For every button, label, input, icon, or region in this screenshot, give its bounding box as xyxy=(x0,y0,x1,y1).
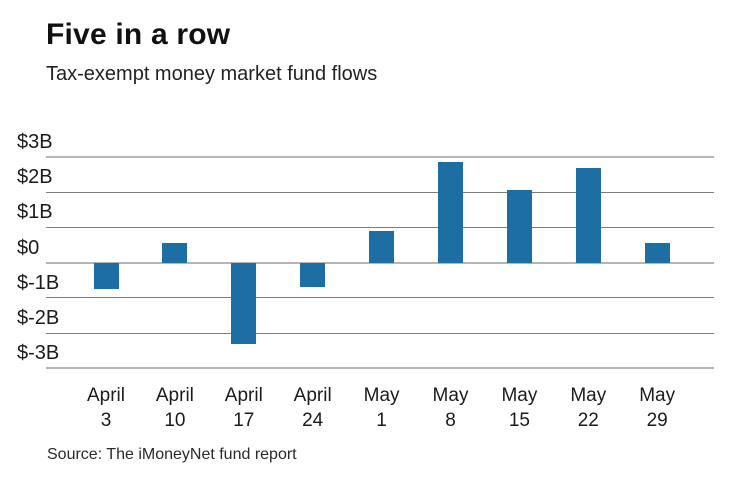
bar-april-10 xyxy=(162,243,188,263)
x-axis-category-label: May 1 xyxy=(363,385,400,431)
chart-title: Five in a row xyxy=(46,18,231,51)
x-axis-category-label: April 24 xyxy=(293,385,332,431)
gridline-minor xyxy=(46,297,714,299)
gridline-minor xyxy=(46,226,714,228)
gridline-minor xyxy=(46,332,714,334)
bar-may-22 xyxy=(575,167,601,263)
gridline-major xyxy=(46,261,714,264)
x-axis-category-label: April 10 xyxy=(155,385,194,431)
y-axis-tick-label: $-1B xyxy=(17,271,60,294)
bar-april-3 xyxy=(93,262,119,289)
y-axis-tick-label: $-3B xyxy=(17,342,60,365)
x-axis-category-label: April 3 xyxy=(86,385,125,431)
bar-may-29 xyxy=(644,243,670,263)
bar-april-17 xyxy=(231,262,257,344)
gridline-major xyxy=(46,156,714,158)
x-axis-category-label: May 15 xyxy=(501,385,538,431)
bar-may-8 xyxy=(438,162,463,263)
y-axis-tick-label: $2B xyxy=(17,166,53,189)
bar-may-15 xyxy=(506,190,532,263)
x-axis-category-label: April 17 xyxy=(224,385,263,431)
bar-may-1 xyxy=(369,230,395,263)
chart-subtitle: Tax-exempt money market fund flows xyxy=(46,63,378,85)
y-axis-tick-label: $3B xyxy=(17,131,53,153)
source-note: Source: The iMoneyNet fund report xyxy=(47,446,297,463)
x-axis-category-label: May 29 xyxy=(639,385,676,431)
x-axis-category-label: May 22 xyxy=(570,385,607,431)
gridline-major xyxy=(46,367,714,370)
x-axis-category-label: May 8 xyxy=(432,385,469,431)
y-axis-tick-label: $1B xyxy=(17,201,53,224)
y-axis-tick-label: $0 xyxy=(17,236,40,259)
y-axis-tick-label: $-2B xyxy=(17,307,60,329)
gridline-minor xyxy=(46,191,714,193)
bar-april-24 xyxy=(300,262,326,288)
